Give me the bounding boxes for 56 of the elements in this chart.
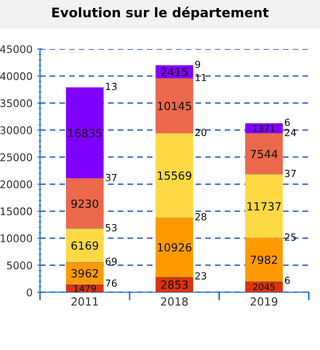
y-tick-label: 25000	[0, 153, 32, 162]
bar	[245, 174, 283, 238]
bar	[66, 87, 104, 178]
data-label: 37	[106, 174, 117, 182]
data-label: 20	[195, 128, 206, 136]
data-label: 10926	[158, 243, 192, 252]
data-label: 2045	[253, 283, 275, 290]
bar	[66, 262, 104, 284]
data-label: 2853	[161, 280, 188, 289]
data-label: 9	[195, 60, 200, 68]
data-label: 7544	[250, 150, 278, 158]
data-label: 1479	[74, 284, 96, 292]
data-label: 24	[284, 128, 296, 136]
bar	[156, 78, 194, 134]
data-label: 1871	[254, 125, 275, 132]
data-label: 23	[195, 272, 206, 280]
data-label: 6	[284, 118, 290, 126]
data-label: 2415	[161, 68, 188, 76]
x-tick-label: 2019	[250, 297, 278, 306]
y-tick-label: 40000	[0, 72, 32, 80]
data-label: 6	[284, 276, 290, 284]
data-label: 15569	[158, 171, 192, 180]
bar	[156, 218, 194, 277]
y-tick-label: 15000	[0, 207, 32, 216]
data-label: 11737	[248, 202, 281, 211]
data-label: 7982	[250, 256, 278, 264]
data-label: 28	[195, 213, 206, 220]
data-label: 11	[196, 74, 206, 82]
y-tick-label: 45000	[0, 45, 32, 54]
chart-title: Evolution sur le département	[52, 6, 269, 20]
bar	[66, 178, 104, 228]
data-label: 53	[106, 224, 117, 232]
bar	[245, 133, 283, 174]
data-label: 10145	[158, 102, 192, 110]
data-label: 16835	[68, 128, 102, 138]
y-tick-label: 35000	[0, 99, 32, 108]
x-tick-label: 2011	[71, 297, 98, 306]
x-tick-label: 2018	[161, 297, 188, 306]
bar	[245, 123, 283, 134]
bar	[245, 281, 283, 292]
data-label: 6169	[71, 241, 98, 250]
data-label: 3962	[72, 269, 98, 278]
bar	[245, 238, 283, 282]
data-label: 9230	[71, 199, 98, 208]
bar	[156, 65, 194, 78]
bar	[156, 133, 194, 218]
y-tick-label: 20000	[0, 180, 32, 188]
y-tick-label: 5000	[7, 261, 32, 270]
data-label: 69	[106, 258, 117, 266]
data-label: 37	[284, 170, 296, 178]
y-tick-label: 30000	[0, 126, 32, 134]
y-tick-label: 0	[26, 288, 32, 296]
y-tick-label: 10000	[0, 234, 32, 242]
bar	[66, 228, 104, 262]
data-label: 13	[106, 82, 117, 90]
data-label: 76	[106, 280, 117, 287]
